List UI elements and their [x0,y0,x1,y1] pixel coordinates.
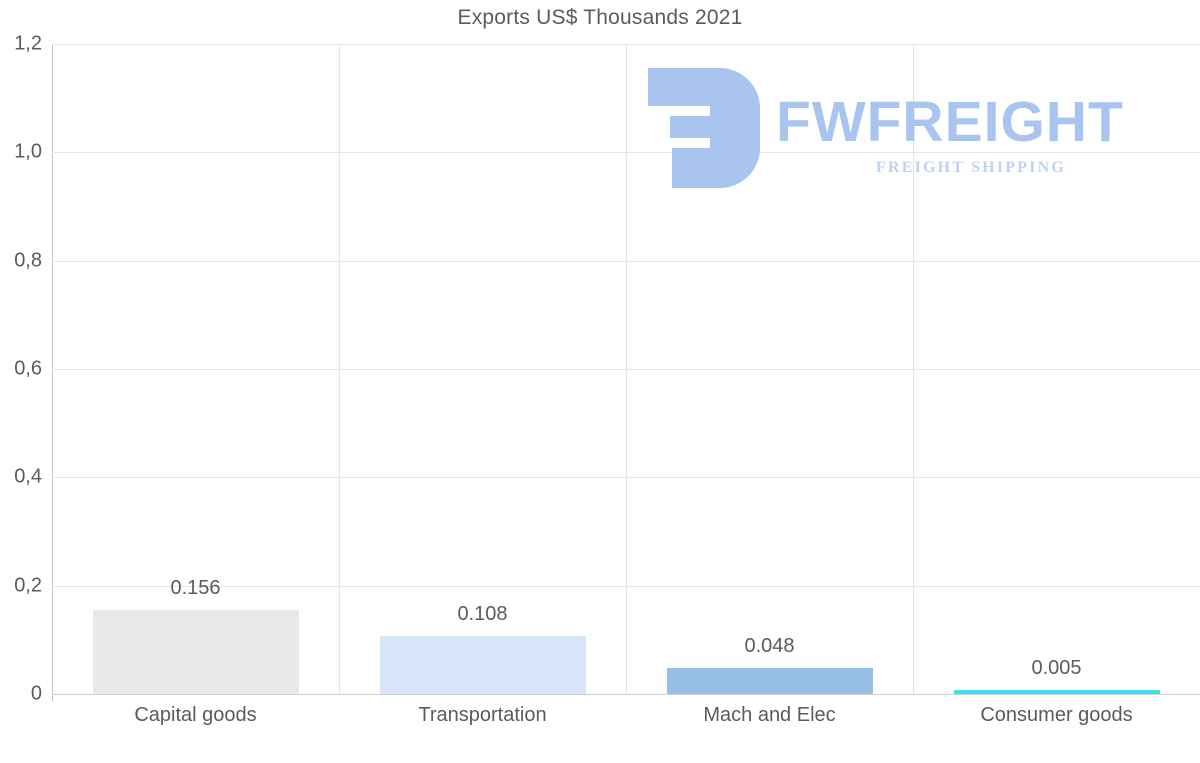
plot-area: 0 0,2 0,4 0,6 0,8 1,0 1,2 0.156 Capital goods 0.… [14,33,1200,726]
bar-value-label: 0.048 [744,635,795,657]
bar[interactable] [953,690,1160,694]
y-axis-tick-label: 0,2 [14,574,42,597]
bar-group: 0.108 Transportation [339,44,626,726]
x-axis-category-label: Transportation [418,704,547,726]
chart-title: Exports US$ Thousands 2021 [457,6,743,29]
y-axis-tick-label: 1,2 [14,32,42,55]
y-axis-tick-label: 0,4 [14,465,42,488]
bar-value-label: 0.108 [457,602,508,625]
bar-value-label: 0.156 [170,576,221,599]
bar-group: 0.156 Capital goods [52,44,339,726]
bar-group: 0.048 Mach and Elec [626,44,913,726]
category-separator [626,44,627,694]
bar-value-label: 0.005 [1031,657,1082,679]
x-axis-category-label: Capital goods [134,704,257,726]
y-axis-tick-label: 0 [30,682,42,705]
bar[interactable] [379,635,586,694]
y-axis-line [52,44,53,701]
category-separator [339,44,340,694]
x-axis-category-label: Mach and Elec [703,704,836,726]
bar[interactable] [666,668,873,694]
y-axis-tick-label: 0,6 [14,357,42,380]
y-axis-tick-label: 0,8 [14,249,42,272]
category-separator [913,44,914,694]
x-axis-category-label: Consumer goods [980,704,1133,726]
gridline [52,694,1200,695]
y-axis-tick-label: 1,0 [14,140,42,163]
bar[interactable] [92,609,299,694]
bar-group: 0.005 Consumer goods [913,44,1200,726]
